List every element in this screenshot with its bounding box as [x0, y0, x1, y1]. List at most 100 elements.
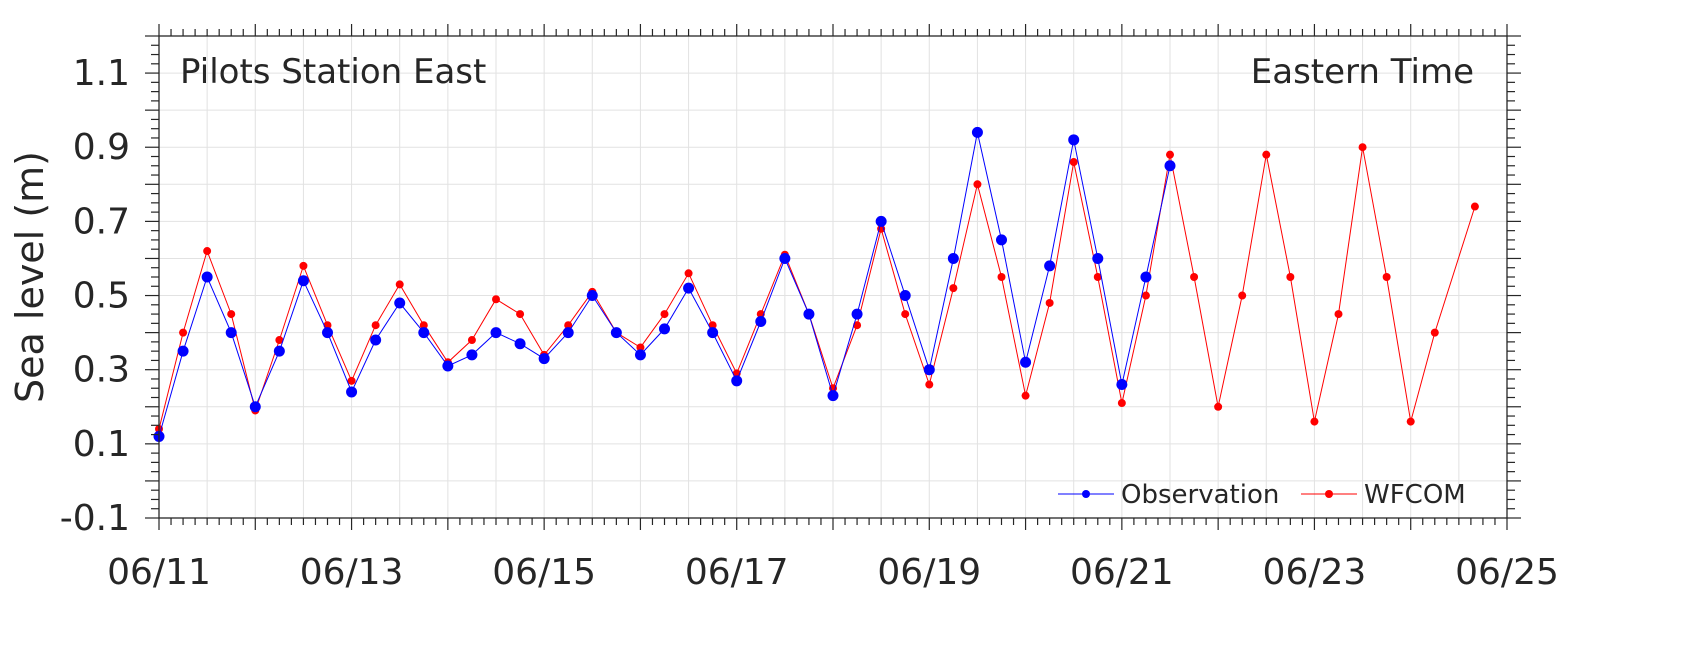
- observation-point: [273, 345, 285, 357]
- x-tick-label: 06/17: [685, 552, 789, 593]
- x-tick-label: 06/25: [1455, 552, 1559, 593]
- legend-observation-swatch-marker: [1082, 490, 1090, 498]
- timezone-label: Eastern Time: [1251, 52, 1474, 92]
- wfcom-point: [564, 321, 573, 330]
- wfcom-point: [516, 310, 525, 319]
- wfcom-point: [1214, 402, 1223, 411]
- wfcom-point: [1238, 291, 1247, 300]
- observation-point: [851, 308, 863, 320]
- observation-point: [1092, 252, 1104, 264]
- wfcom-point: [1430, 328, 1439, 337]
- observation-point: [875, 215, 887, 227]
- wfcom-point: [467, 336, 476, 345]
- legend-wfcom-swatch-marker: [1325, 490, 1333, 498]
- y-tick-label: 0.7: [73, 201, 130, 242]
- observation-point: [899, 290, 911, 302]
- wfcom-line: [158, 147, 1476, 430]
- wfcom-point: [1406, 417, 1415, 426]
- y-tick-label: -0.1: [60, 498, 130, 539]
- wfcom-point: [371, 321, 380, 330]
- x-tick-label: 06/11: [107, 552, 211, 593]
- wfcom-point: [1190, 273, 1199, 281]
- observation-point: [971, 126, 983, 138]
- observation-point: [1020, 356, 1032, 368]
- wfcom-point: [299, 261, 308, 270]
- observation-point: [442, 360, 454, 372]
- observation-series: [153, 126, 1176, 442]
- y-tick-labels: -0.1 0.1 0.3 0.5 0.7 0.9 1.1: [60, 53, 130, 539]
- wfcom-point: [1093, 273, 1102, 281]
- observation-point: [610, 327, 622, 339]
- x-tick-labels: 06/11 06/13 06/15 06/17 06/19 06/21 06/23 06/25: [107, 552, 1559, 593]
- observation-point: [225, 327, 237, 339]
- x-tick-label: 06/15: [492, 552, 596, 593]
- observation-point: [370, 334, 382, 346]
- y-tick-label: 0.1: [73, 424, 130, 465]
- observation-point: [1044, 260, 1056, 272]
- wfcom-point: [227, 310, 236, 319]
- observation-point: [947, 252, 959, 264]
- observation-point: [1068, 134, 1080, 146]
- wfcom-point: [1117, 399, 1126, 408]
- y-axis-label: Sea level (m): [8, 151, 52, 403]
- x-tick-label: 06/19: [877, 552, 981, 593]
- wfcom-point: [275, 336, 284, 345]
- wfcom-point: [853, 321, 862, 330]
- observation-point: [490, 327, 502, 339]
- wfcom-point: [1382, 273, 1391, 281]
- observation-point: [659, 323, 670, 335]
- observation-point: [514, 338, 526, 350]
- y-tick-label: 0.5: [73, 276, 130, 317]
- wfcom-point: [1310, 417, 1319, 426]
- observation-point: [827, 390, 839, 402]
- legend-wfcom-label: WFCOM: [1364, 480, 1466, 510]
- observation-point: [779, 252, 791, 264]
- observation-point: [996, 234, 1007, 246]
- wfcom-point: [708, 321, 717, 330]
- observation-point: [177, 345, 189, 357]
- observation-point: [803, 308, 815, 320]
- observation-point: [466, 349, 478, 361]
- y-tick-label: 1.1: [73, 53, 130, 94]
- wfcom-point: [660, 310, 669, 319]
- wfcom-point: [1286, 273, 1295, 281]
- wfcom-point: [203, 247, 212, 256]
- observation-point: [249, 401, 261, 413]
- x-tick-label: 06/21: [1070, 552, 1174, 593]
- wfcom-point: [492, 295, 500, 304]
- series-layer: [153, 126, 1479, 442]
- wfcom-point: [1358, 143, 1367, 152]
- observation-point: [634, 349, 646, 361]
- observation-point: [1116, 379, 1128, 391]
- wfcom-point: [1470, 202, 1479, 211]
- wfcom-point: [179, 328, 188, 337]
- wfcom-point: [1021, 391, 1030, 400]
- y-tick-label: 0.9: [73, 127, 130, 168]
- wfcom-point: [901, 310, 910, 319]
- observation-point: [731, 375, 743, 387]
- observation-point: [322, 327, 333, 339]
- wfcom-point: [1069, 158, 1078, 167]
- observation-point: [346, 386, 358, 398]
- wfcom-point: [925, 380, 934, 389]
- observation-point: [297, 275, 309, 287]
- y-tick-label: 0.3: [73, 350, 130, 391]
- legend-observation-label: Observation: [1121, 480, 1279, 510]
- wfcom-point: [395, 280, 404, 289]
- grid: [158, 35, 1508, 519]
- wfcom-point: [1141, 291, 1150, 300]
- wfcom-point: [1166, 150, 1174, 159]
- wfcom-point: [1045, 298, 1054, 307]
- observation-point: [586, 290, 598, 302]
- observation-point: [923, 364, 935, 376]
- wfcom-point: [997, 273, 1006, 281]
- observation-point: [707, 327, 719, 339]
- wfcom-point: [347, 376, 356, 385]
- observation-point: [683, 282, 695, 294]
- wfcom-point: [949, 284, 958, 293]
- wfcom-point: [1262, 150, 1271, 159]
- wfcom-point: [973, 180, 982, 189]
- wfcom-point: [1334, 310, 1343, 319]
- station-title: Pilots Station East: [180, 52, 486, 92]
- observation-point: [418, 327, 430, 339]
